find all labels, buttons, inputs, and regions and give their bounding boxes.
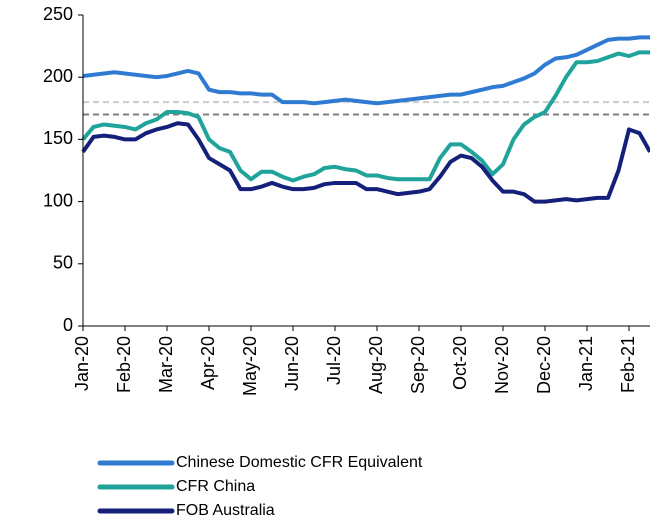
y-tick-label: 0: [63, 315, 73, 335]
x-tick-label: Feb-20: [114, 336, 134, 393]
y-tick-label: 150: [43, 128, 73, 148]
x-tick-label: Apr-20: [198, 336, 218, 390]
x-tick-label: Jan-21: [576, 336, 596, 391]
x-tick-label: Jan-20: [72, 336, 92, 391]
series-line: [81, 50, 650, 183]
x-tick-label: Sep-20: [408, 336, 428, 394]
x-tick-label: Nov-20: [492, 336, 512, 394]
legend-label: FOB Australia: [176, 502, 275, 519]
x-tick-label: Feb-21: [618, 336, 638, 393]
x-tick-label: Oct-20: [450, 336, 470, 390]
y-tick-label: 200: [43, 66, 73, 86]
x-tick-label: May-20: [240, 336, 260, 396]
legend-label: CFR China: [176, 478, 255, 495]
series-line: [82, 35, 650, 106]
y-tick-label: 100: [43, 190, 73, 210]
x-tick-label: Dec-20: [534, 336, 554, 394]
y-tick-label: 250: [43, 4, 73, 24]
x-tick-label: Aug-20: [366, 336, 386, 394]
x-tick-label: Mar-20: [156, 336, 176, 393]
y-tick-label: 50: [53, 253, 73, 273]
x-tick-label: Jun-20: [282, 336, 302, 391]
series-line: [81, 121, 650, 204]
x-tick-label: Jul-20: [324, 336, 344, 385]
legend-label: Chinese Domestic CFR Equivalent: [176, 454, 423, 471]
